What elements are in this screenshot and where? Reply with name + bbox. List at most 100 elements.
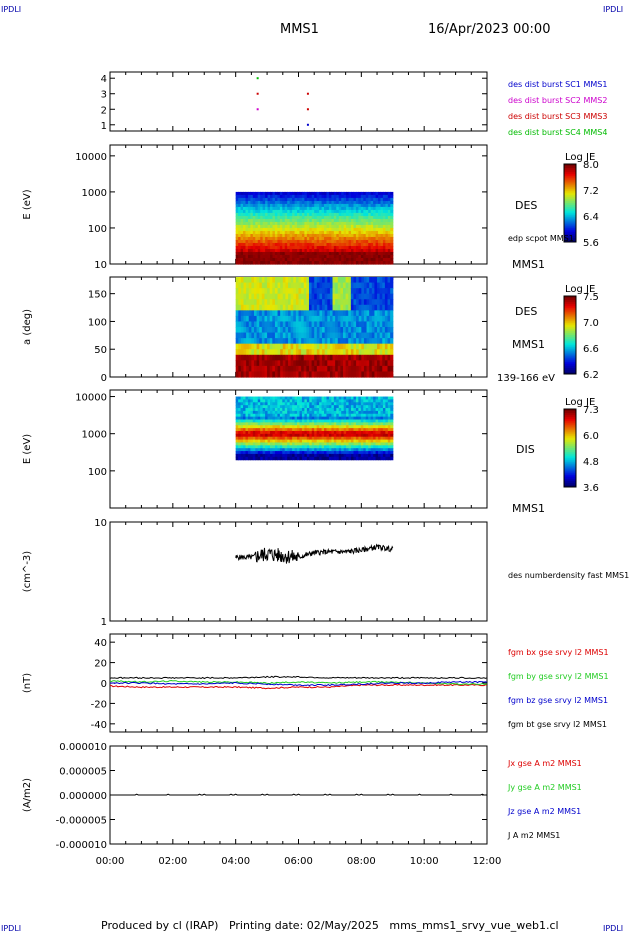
heatmap-cell bbox=[274, 425, 278, 429]
heatmap-cell bbox=[282, 433, 286, 438]
colorbar-cell bbox=[564, 321, 576, 324]
heatmap-cell bbox=[280, 304, 284, 311]
heatmap-cell bbox=[292, 236, 296, 241]
heatmap-cell bbox=[387, 191, 391, 196]
heatmap-cell bbox=[363, 215, 367, 220]
heatmap-cell bbox=[243, 288, 247, 295]
heatmap-cell bbox=[267, 365, 271, 373]
heatmap-cell bbox=[319, 402, 323, 406]
heatmap-cell bbox=[360, 422, 364, 426]
heatmap-cell bbox=[319, 209, 323, 214]
heatmap-cell bbox=[353, 405, 357, 409]
heatmap-cell bbox=[299, 236, 303, 241]
heatmap-cell bbox=[311, 236, 315, 241]
heatmap-cell bbox=[353, 209, 357, 214]
heatmap-cell bbox=[240, 206, 244, 211]
heatmap-cell bbox=[324, 396, 328, 401]
heatmap-cell bbox=[314, 451, 318, 455]
heatmap-cell bbox=[382, 428, 386, 432]
y-tick-label: 40 bbox=[94, 638, 107, 649]
heatmap-cell bbox=[240, 191, 244, 196]
heatmap-cell bbox=[368, 197, 372, 202]
heatmap-cell bbox=[380, 245, 384, 250]
heatmap-cell bbox=[319, 436, 323, 441]
heatmap-cell bbox=[326, 416, 330, 421]
heatmap-cell bbox=[341, 224, 345, 229]
heatmap-cell bbox=[304, 254, 308, 259]
heatmap-cell bbox=[370, 436, 374, 441]
heatmap-cell bbox=[346, 230, 350, 235]
heatmap-cell bbox=[387, 354, 391, 361]
heatmap-cell bbox=[255, 200, 259, 205]
heatmap-cell bbox=[247, 419, 251, 423]
heatmap-cell bbox=[261, 360, 266, 367]
heatmap-cell bbox=[373, 399, 377, 403]
heatmap-cell bbox=[282, 310, 287, 317]
heatmap-cell bbox=[247, 422, 251, 426]
heatmap-cell bbox=[270, 197, 274, 202]
heatmap-cell bbox=[346, 422, 350, 426]
heatmap-cell bbox=[314, 365, 318, 373]
heatmap-cell bbox=[289, 456, 293, 461]
heatmap-cell bbox=[363, 354, 368, 361]
heatmap-cell bbox=[363, 343, 368, 350]
heatmap-cell bbox=[294, 242, 298, 247]
heatmap-cell bbox=[355, 448, 359, 452]
heatmap-cell bbox=[252, 251, 256, 256]
heatmap-cell bbox=[288, 315, 292, 323]
heatmap-cell bbox=[301, 209, 305, 214]
heatmap-cell bbox=[333, 203, 337, 208]
heatmap-cell bbox=[351, 233, 355, 238]
heatmap-cell bbox=[252, 242, 256, 247]
heatmap-cell bbox=[294, 453, 298, 458]
heatmap-cell bbox=[322, 282, 326, 289]
heatmap-cell bbox=[272, 354, 276, 361]
heatmap-cell bbox=[331, 218, 335, 223]
heatmap-cell bbox=[301, 439, 305, 444]
heatmap-cell bbox=[377, 360, 381, 367]
heatmap-cell bbox=[308, 371, 313, 378]
heatmap-cell bbox=[314, 227, 318, 232]
heatmap-cell bbox=[247, 200, 251, 205]
heatmap-cell bbox=[267, 236, 271, 241]
heatmap-cell bbox=[255, 233, 259, 238]
heatmap-cell bbox=[294, 405, 298, 409]
heatmap-cell bbox=[374, 304, 378, 311]
heatmap-cell bbox=[279, 218, 283, 223]
heatmap-cell bbox=[306, 433, 310, 438]
heatmap-cell bbox=[363, 338, 368, 345]
heatmap-cell bbox=[284, 402, 288, 406]
heatmap-cell bbox=[301, 445, 305, 449]
heatmap-cell bbox=[321, 425, 325, 429]
heatmap-cell bbox=[238, 239, 242, 244]
heatmap-cell bbox=[363, 260, 367, 265]
heatmap-cell bbox=[358, 332, 362, 339]
heatmap-cell bbox=[353, 338, 357, 345]
colorbar-cell bbox=[564, 459, 576, 463]
heatmap-cell bbox=[336, 212, 340, 217]
heatmap-cell bbox=[331, 230, 335, 235]
heatmap-cell bbox=[240, 451, 244, 455]
heatmap-cell bbox=[297, 245, 301, 250]
colorbar-cell bbox=[564, 354, 576, 357]
heatmap-cell bbox=[365, 408, 369, 412]
heatmap-cell bbox=[247, 254, 251, 259]
y-axis-label: E (eV) bbox=[22, 189, 33, 219]
heatmap-cell bbox=[326, 408, 330, 412]
heatmap-cell bbox=[243, 282, 247, 289]
heatmap-cell bbox=[328, 456, 332, 461]
heatmap-cell bbox=[250, 453, 254, 458]
heatmap-cell bbox=[343, 203, 347, 208]
heatmap-cell bbox=[336, 430, 340, 435]
heatmap-cell bbox=[260, 413, 264, 418]
heatmap-cell bbox=[292, 422, 296, 426]
heatmap-cell bbox=[309, 430, 313, 435]
heatmap-cell bbox=[351, 413, 355, 418]
heatmap-cell bbox=[353, 349, 357, 356]
heatmap-cell bbox=[287, 221, 291, 226]
heatmap-cell bbox=[314, 212, 318, 217]
heatmap-cell bbox=[348, 408, 352, 412]
heatmap-cell bbox=[294, 239, 298, 244]
heatmap-cell bbox=[370, 209, 374, 214]
heatmap-cell bbox=[243, 203, 247, 208]
